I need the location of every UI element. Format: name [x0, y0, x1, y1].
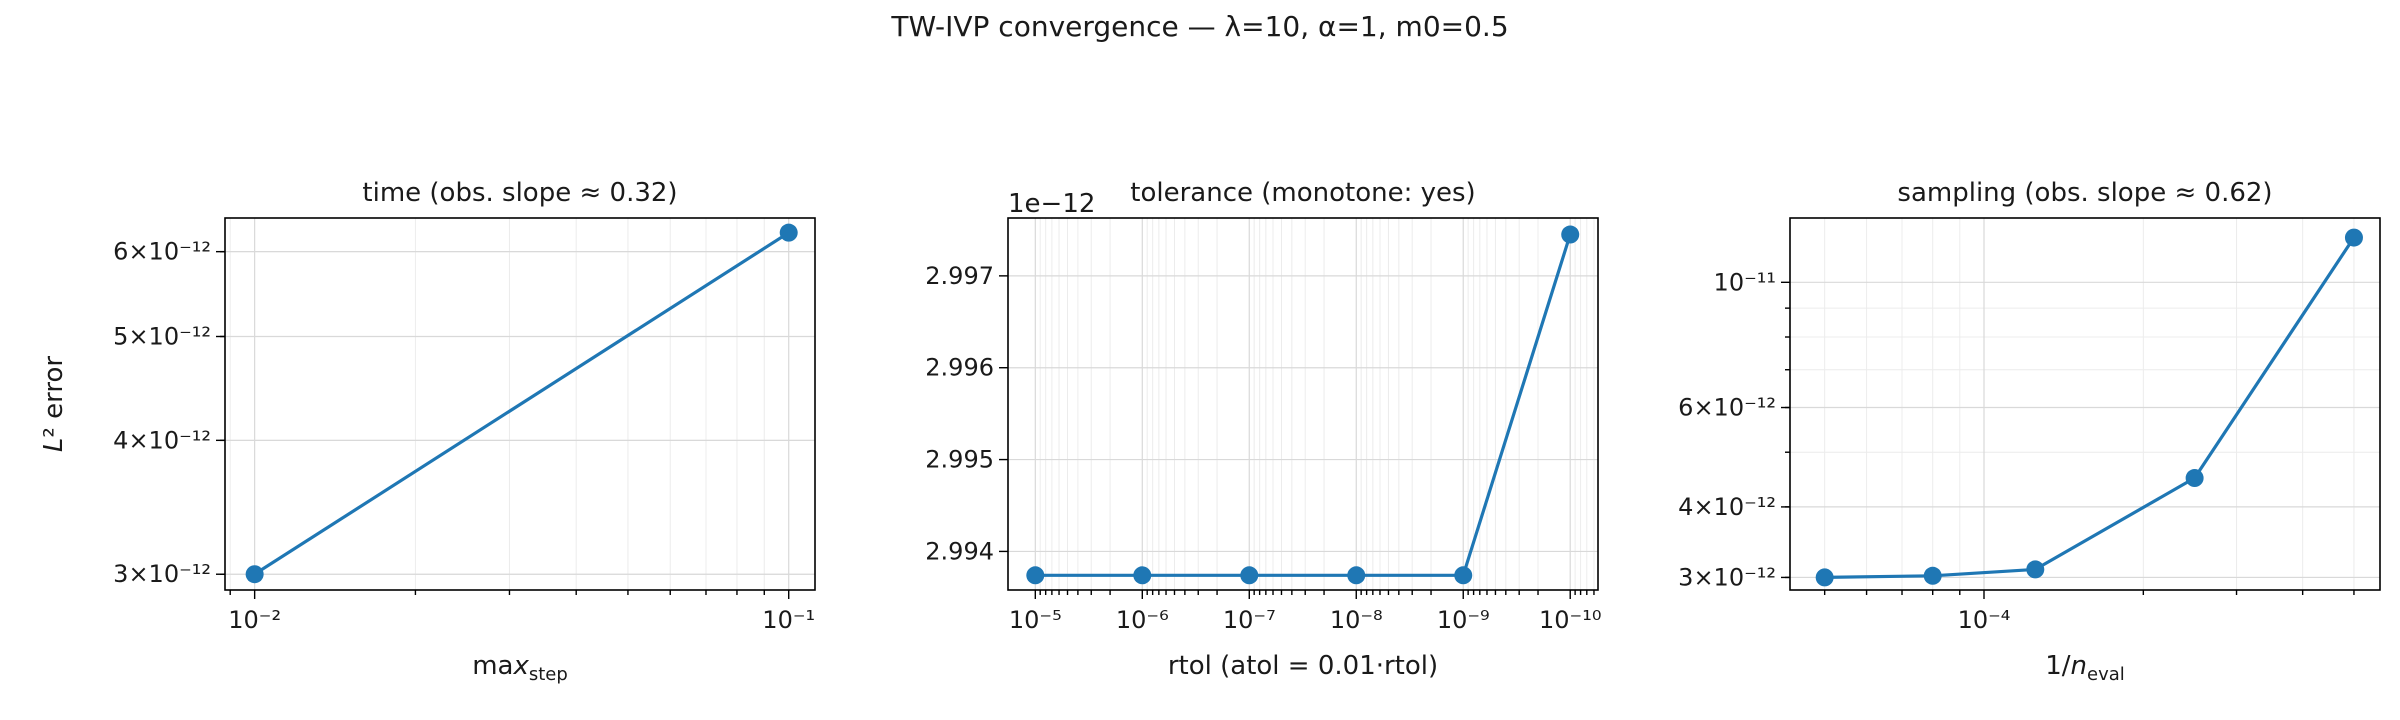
- y-tick-label: 6×10⁻¹²: [1678, 394, 1776, 422]
- x-tick-label: 10⁻¹: [762, 606, 815, 634]
- subplot-3: 10⁻⁴ 3×10⁻¹² 4×10⁻¹² 6×10⁻¹² 10⁻¹¹ sampling (…: [1678, 178, 2381, 685]
- subplot-title: tolerance (monotone: yes): [1130, 178, 1475, 208]
- x-axis-label: rtol (atol = 0.01·rtol): [1168, 651, 1438, 681]
- figure-suptitle: TW-IVP convergence — λ=10, α=1, m0=0.5: [890, 10, 1508, 43]
- y-tick-label: 2.995: [925, 446, 994, 474]
- x-axis-label: maxstep: [472, 651, 568, 685]
- subplot-title: time (obs. slope ≈ 0.32): [362, 178, 677, 208]
- x-tick-label: 10⁻⁷: [1223, 606, 1276, 634]
- y-axis-label: L² error: [39, 356, 69, 452]
- y-tick-label: 2.996: [925, 354, 994, 382]
- plot-frame: [1007, 217, 1599, 591]
- y-tick-label: 4×10⁻¹²: [1678, 493, 1776, 521]
- data-point: [779, 223, 798, 242]
- data-point: [1561, 225, 1580, 244]
- data-point: [2185, 469, 2204, 488]
- subplot-2: 10⁻⁵ 10⁻⁶ 10⁻⁷ 10⁻⁸ 10⁻⁹ 10⁻¹⁰ 2.994 2.995 2.996…: [925, 178, 1601, 681]
- subplot-1: 10⁻² 10⁻¹ 3×10⁻¹² 4×10⁻¹² 5×10⁻¹² 6×10⁻¹² time…: [39, 178, 816, 685]
- series-line: [253, 231, 790, 576]
- y-tick-label: 2.997: [925, 262, 994, 290]
- y-tick-label: 5×10⁻¹²: [113, 323, 211, 351]
- x-tick-label: 10⁻⁶: [1116, 606, 1169, 634]
- y-offset-text: 1e−12: [1008, 189, 1095, 219]
- data-point: [2344, 228, 2363, 247]
- data-point: [245, 565, 264, 584]
- x-axis-label: 1/neval: [2045, 651, 2125, 685]
- plot-frame: [1789, 217, 2381, 591]
- data-point: [2026, 560, 2045, 579]
- x-tick-label: 10⁻⁴: [1958, 606, 2011, 634]
- subplot-title: sampling (obs. slope ≈ 0.62): [1897, 178, 2272, 208]
- series-line: [1035, 234, 1572, 577]
- data-point: [1815, 568, 1834, 587]
- data-point: [1133, 566, 1152, 585]
- x-tick-label: 10⁻⁹: [1437, 606, 1490, 634]
- data-point: [1454, 566, 1473, 585]
- x-tick-label: 10⁻⁸: [1330, 606, 1383, 634]
- x-tick-label: 10⁻²: [228, 606, 281, 634]
- x-tick-label: 10⁻⁵: [1009, 606, 1062, 634]
- y-tick-label: 6×10⁻¹²: [113, 238, 211, 266]
- y-tick-label: 3×10⁻¹²: [1678, 563, 1776, 591]
- subplots: 10⁻² 10⁻¹ 3×10⁻¹² 4×10⁻¹² 5×10⁻¹² 6×10⁻¹² time…: [39, 178, 2381, 685]
- data-point: [1026, 566, 1045, 585]
- y-tick-label: 4×10⁻¹²: [113, 426, 211, 454]
- data-point: [1240, 566, 1259, 585]
- data-point: [1923, 566, 1942, 585]
- y-tick-label: 3×10⁻¹²: [113, 560, 211, 588]
- data-point: [1347, 566, 1366, 585]
- plot-frame: [224, 217, 816, 591]
- y-tick-label: 10⁻¹¹: [1714, 268, 1776, 296]
- x-tick-label: 10⁻¹⁰: [1539, 606, 1601, 634]
- y-tick-label: 2.994: [925, 537, 994, 565]
